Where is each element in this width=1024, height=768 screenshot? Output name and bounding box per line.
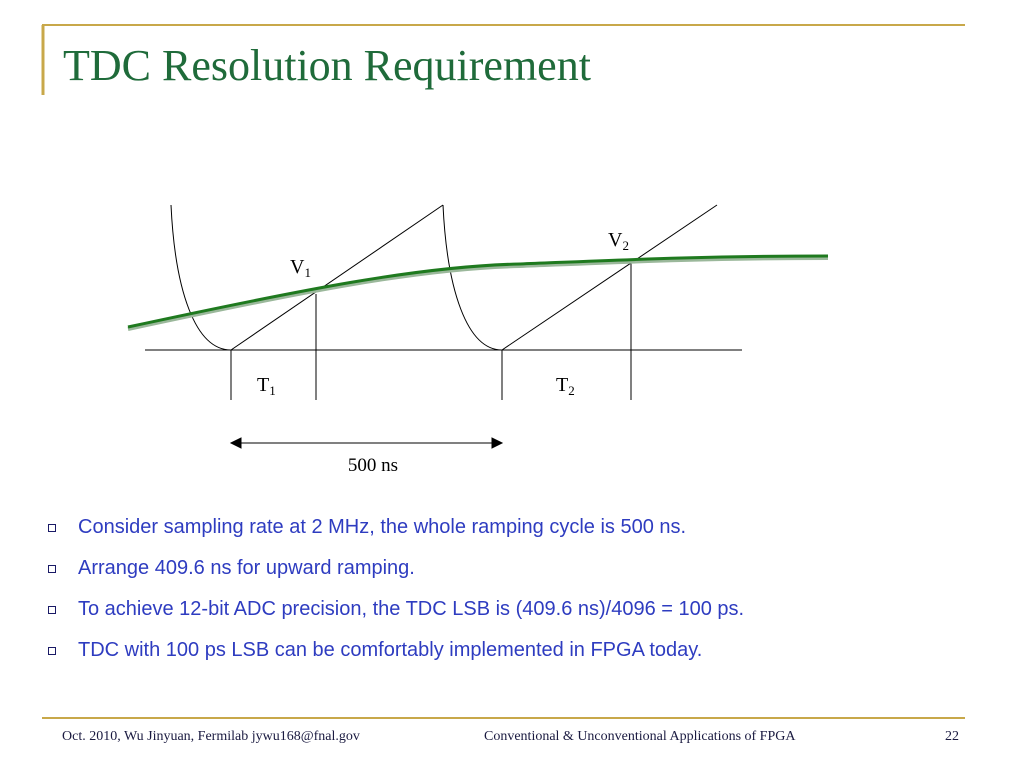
- label-sub: 2: [622, 238, 629, 253]
- label-sub: 2: [568, 383, 575, 398]
- bullet: Consider sampling rate at 2 MHz, the who…: [44, 510, 744, 551]
- footer-left: Oct. 2010, Wu Jinyuan, Fermilab jywu168@…: [62, 729, 360, 744]
- title: TDC Resolution Requirement: [63, 41, 591, 90]
- diagram: [145, 204, 742, 449]
- bullet-list: Consider sampling rate at 2 MHz, the who…: [44, 510, 744, 674]
- signal-shadow: [127, 256, 829, 331]
- arrow-heads: [229, 437, 504, 449]
- label-v2: V2: [608, 229, 629, 253]
- label-base: T: [556, 374, 568, 396]
- label-v1: V1: [290, 256, 311, 280]
- ramp: [501, 204, 718, 351]
- ramp: [230, 204, 444, 351]
- page-number: 22: [945, 729, 959, 744]
- interval-label: 500 ns: [348, 455, 398, 476]
- bullet: To achieve 12-bit ADC precision, the TDC…: [44, 592, 744, 633]
- discharge-curve: [442, 204, 503, 351]
- discharge-curve: [170, 204, 232, 351]
- label-t1: T1: [257, 374, 276, 398]
- label-sub: 1: [269, 383, 276, 398]
- label-sub: 1: [304, 265, 311, 280]
- signal-curve: [127, 254, 829, 329]
- bullet: TDC with 100 ps LSB can be comfortably i…: [44, 633, 744, 674]
- label-base: V: [290, 256, 305, 278]
- label-t2: T2: [556, 374, 575, 398]
- footer-center: Conventional & Unconventional Applicatio…: [484, 729, 796, 744]
- bullet: Arrange 409.6 ns for upward ramping.: [44, 551, 744, 592]
- label-base: V: [608, 229, 623, 251]
- label-base: T: [257, 374, 269, 396]
